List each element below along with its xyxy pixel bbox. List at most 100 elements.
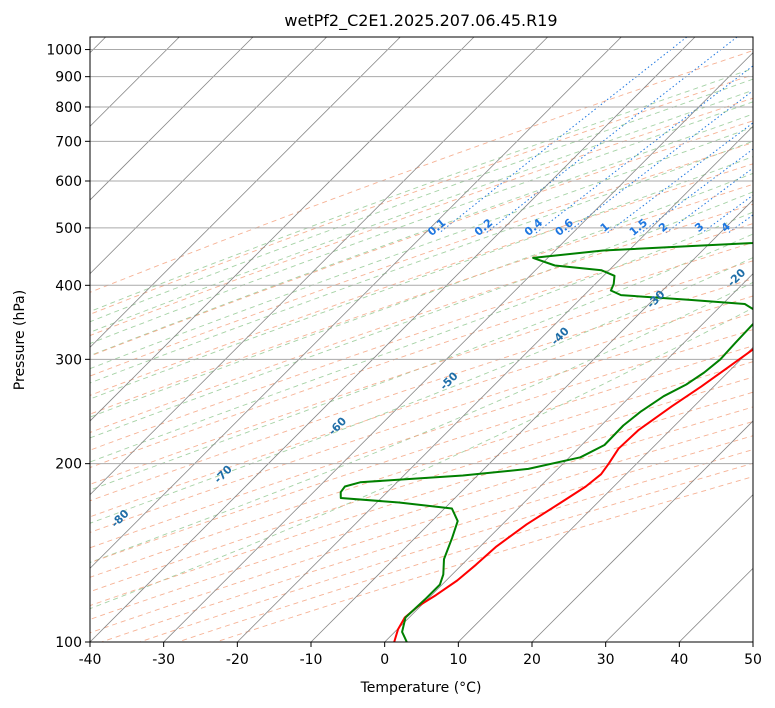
moist-adiabat-line (90, 307, 753, 610)
dry-adiabat-line (90, 203, 753, 433)
temperature-line (393, 348, 753, 642)
dry-adiabat-line (90, 241, 753, 468)
isotherm-line (310, 199, 753, 642)
y-tick-label: 300 (55, 352, 82, 368)
dry-adiabat-line (90, 312, 753, 533)
dry-adiabat-line (90, 278, 753, 502)
dry-adiabat-line (90, 97, 753, 337)
plot-frame (89, 36, 754, 643)
y-tick-label: 900 (55, 70, 82, 86)
adiabat-labels: 0.10.20.40.611.52346810131620253036-100-… (108, 216, 772, 530)
dry-adiabat-line (90, 391, 753, 607)
moist-adiabat-line (90, 281, 753, 563)
y-axis-ticks: 100 200 300 400 500 600 700 800 900 1000 (46, 43, 90, 651)
isotherm-line (90, 37, 327, 275)
y-tick-label: 100 (55, 635, 82, 651)
isotherm-line (679, 567, 753, 642)
mixing-ratio-label: 0.6 (553, 216, 577, 239)
dry-adiabat-line (90, 50, 753, 293)
x-tick-label: 50 (744, 652, 762, 668)
y-tick-label: 700 (55, 134, 82, 150)
moist-adiabats (90, 67, 753, 610)
dry-adiabat-line (90, 376, 753, 593)
x-tick-label: 40 (670, 652, 688, 668)
isotherm-line (163, 52, 753, 642)
x-tick-label: -40 (79, 652, 102, 668)
moist-adiabat-line (90, 126, 753, 370)
dry-adiabat-line (90, 295, 753, 518)
isotherm-line (458, 346, 753, 642)
moist-adiabat-line (90, 101, 753, 345)
moist-adiabat-line (90, 140, 753, 384)
mixing-ratio-label: 6 (758, 220, 772, 235)
isotherm-line (752, 641, 753, 642)
moist-adiabat-line (90, 233, 753, 491)
moist-adiabat-line (90, 156, 753, 400)
dry-adiabat-line (177, 462, 753, 642)
y-axis-label: Pressure (hPa) (12, 290, 28, 390)
mixing-ratio-label: 1 (598, 220, 612, 235)
y-tick-label: 400 (55, 278, 82, 294)
mixing-ratio-label: 0.4 (522, 216, 546, 239)
moist-adiabat-line (90, 257, 753, 524)
dry-adiabat-label: -40 (549, 324, 572, 347)
isotherm-line (90, 37, 622, 569)
chart-title: wetPf2_C2E1.2025.207.06.45.R19 (284, 11, 557, 31)
y-tick-label: 500 (55, 221, 82, 237)
isotherm-line (531, 420, 753, 642)
moist-adiabat-line (90, 78, 753, 323)
mixing-ratio-line (665, 167, 753, 234)
isotherm-line (90, 37, 401, 348)
mixing-ratio-line (767, 37, 775, 233)
moist-adiabat-line (90, 211, 753, 463)
mixing-ratio-line (566, 90, 753, 234)
x-tick-label: 10 (449, 652, 467, 668)
dry-adiabat-line (90, 120, 753, 357)
mixing-ratio-lines (438, 37, 775, 234)
y-tick-label: 1000 (46, 43, 82, 59)
mixing-ratio-line (701, 194, 753, 234)
mixing-ratio-label: 0.1 (425, 216, 448, 238)
isotherm-line (237, 125, 753, 642)
mixing-ratio-label: 1.5 (627, 216, 650, 238)
pressure-gridlines (90, 49, 753, 642)
isotherm-line (90, 37, 548, 496)
dry-adiabat-line (90, 142, 753, 377)
x-tick-label: -30 (152, 652, 175, 668)
dry-adiabat-line (90, 163, 753, 396)
mixing-ratio-line (438, 37, 688, 234)
x-tick-label: 20 (523, 652, 541, 668)
moist-adiabat-line (90, 113, 753, 357)
isotherm-line (90, 37, 696, 642)
dry-adiabat-line (90, 74, 753, 315)
x-axis-ticks: -40 -30 -20 -10 0 10 20 30 40 50 (79, 642, 762, 668)
dry-adiabat-label: -80 (108, 507, 131, 530)
mixing-ratio-line (640, 148, 753, 234)
dry-adiabat-line (90, 223, 753, 451)
x-axis-label: Temperature (°C) (360, 680, 482, 696)
dry-adiabat-label: -60 (326, 414, 349, 437)
x-tick-label: -20 (226, 652, 249, 668)
isotherm-line (384, 273, 753, 642)
dry-adiabat-line (90, 361, 753, 578)
mixing-ratio-label: 3 (692, 220, 706, 235)
y-tick-label: 800 (55, 100, 82, 116)
dry-adiabats (90, 50, 753, 642)
dry-adiabat-line (90, 260, 753, 485)
x-tick-label: 0 (380, 652, 389, 668)
moist-adiabat-line (90, 172, 753, 418)
moist-adiabat-line (90, 67, 753, 312)
y-tick-label: 200 (55, 457, 82, 473)
moist-adiabat-line (90, 191, 753, 439)
dry-adiabat-line (90, 183, 753, 415)
x-tick-label: 30 (597, 652, 615, 668)
dry-adiabat-line (101, 435, 753, 642)
mixing-ratio-line (535, 65, 753, 234)
dry-adiabat-line (90, 329, 753, 549)
dry-adiabat-label: -30 (644, 288, 667, 311)
y-tick-label: 600 (55, 174, 82, 190)
isotherms (90, 37, 753, 642)
plot-area: 0.10.20.40.611.52346810131620253036-100-… (90, 37, 775, 642)
moist-adiabat-line (90, 89, 753, 333)
